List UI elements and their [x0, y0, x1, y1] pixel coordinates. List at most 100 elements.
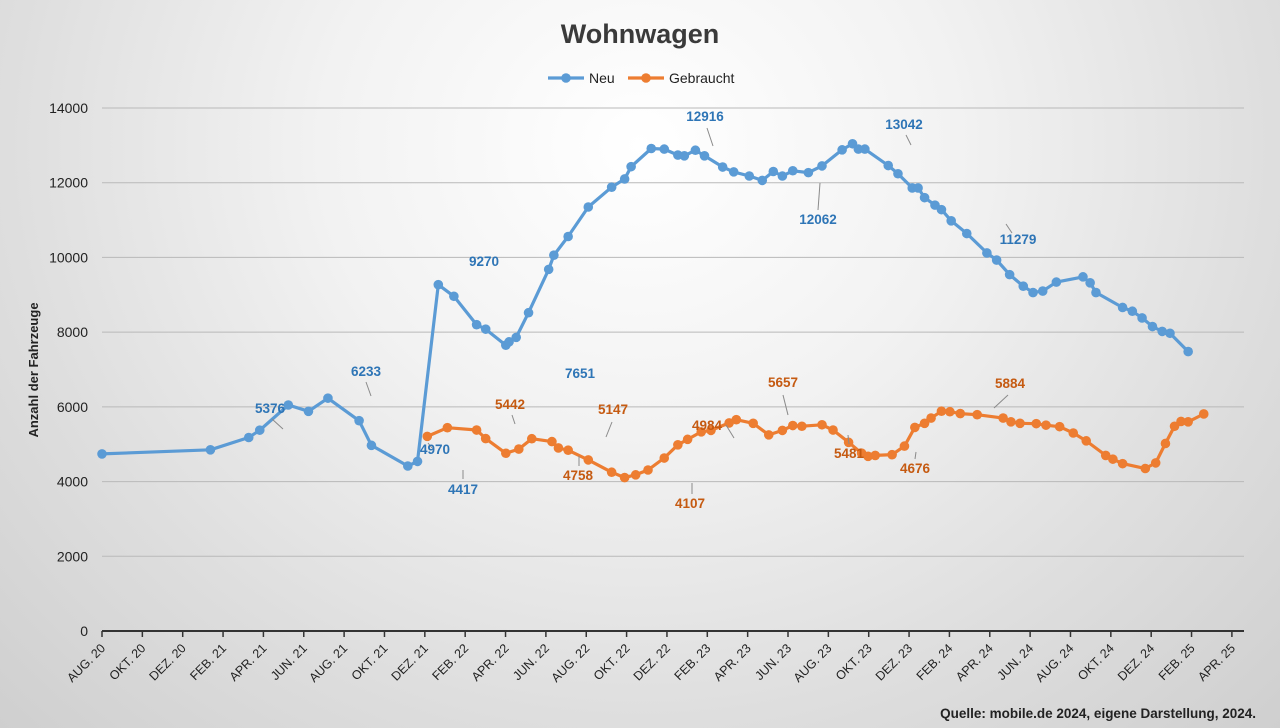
source-note: Quelle: mobile.de 2024, eigene Darstellu…	[940, 706, 1256, 721]
y-tick-label: 14000	[49, 100, 88, 116]
data-point	[696, 427, 707, 437]
data-point	[543, 264, 554, 275]
data-label-text: 13042	[885, 117, 923, 132]
data-label: 7651	[565, 366, 596, 381]
series-lines	[97, 138, 1209, 483]
data-point	[731, 414, 742, 425]
data-point	[961, 228, 972, 239]
data-label: 4758	[563, 456, 594, 483]
x-tick-label: AUG. 23	[791, 641, 835, 685]
data-point	[549, 250, 559, 260]
data-point	[1078, 272, 1088, 282]
data-point	[699, 151, 710, 161]
x-tick-label: JUN. 23	[752, 641, 794, 683]
data-label: 4984	[692, 418, 735, 439]
data-point	[991, 255, 1002, 265]
y-tick-label: 10000	[49, 249, 88, 265]
data-label-text: 12062	[799, 212, 837, 227]
x-tick-label: DEZ. 21	[389, 641, 431, 683]
x-tick-label: FEB. 23	[672, 641, 714, 683]
data-label: 12062	[799, 182, 837, 227]
leader-line	[914, 451, 917, 460]
data-point	[433, 279, 444, 290]
data-point	[1085, 278, 1095, 288]
x-tick-label: FEB. 25	[1156, 641, 1198, 683]
data-point	[1183, 417, 1193, 427]
data-point	[254, 425, 265, 435]
data-label-text: 5442	[495, 397, 525, 412]
data-point	[1037, 286, 1048, 296]
data-point	[1081, 436, 1092, 446]
data-point	[630, 470, 641, 480]
leader-line	[706, 127, 714, 147]
leader-line	[905, 134, 912, 146]
data-point	[936, 204, 947, 215]
data-point	[899, 441, 910, 451]
data-point	[501, 448, 511, 459]
data-label: 4676	[900, 451, 931, 476]
data-point	[728, 167, 739, 177]
legend-entry-neu: Neu	[548, 70, 615, 86]
legend-marker	[561, 73, 571, 83]
data-point	[563, 231, 573, 242]
data-point	[1015, 418, 1025, 429]
data-point	[1183, 346, 1193, 357]
leader-line	[847, 434, 850, 445]
data-point	[1160, 438, 1171, 449]
x-tick-label: AUG. 21	[306, 641, 350, 685]
data-point	[606, 467, 617, 478]
data-point	[283, 400, 294, 410]
data-label-text: 4970	[420, 442, 450, 457]
y-axis-label: Anzahl der Fahrzeuge	[26, 302, 41, 437]
data-point	[619, 472, 630, 483]
data-point	[860, 144, 870, 154]
data-point	[480, 324, 491, 334]
data-point	[1108, 454, 1118, 464]
data-point	[619, 174, 630, 184]
data-point	[787, 420, 798, 431]
data-point	[553, 443, 564, 453]
data-point	[563, 445, 573, 455]
x-tick-label: APR. 24	[953, 641, 996, 684]
data-point	[887, 449, 897, 460]
x-tick-label: JUN. 24	[994, 641, 1036, 683]
data-point	[480, 433, 491, 444]
leader-line	[782, 394, 789, 416]
data-point	[972, 409, 982, 420]
legend: Neu Gebraucht	[548, 70, 734, 86]
data-point	[706, 425, 716, 436]
data-point	[1100, 450, 1111, 461]
legend-label: Neu	[589, 70, 615, 86]
x-tick-label: APR. 23	[711, 641, 754, 684]
data-point	[402, 461, 413, 471]
leader-line	[511, 414, 516, 425]
data-point	[817, 419, 827, 430]
data-point	[690, 145, 701, 156]
data-point	[837, 145, 847, 155]
data-point	[606, 182, 617, 192]
data-point	[323, 393, 333, 403]
x-tick-label: FEB. 21	[187, 641, 229, 683]
data-point	[1054, 421, 1065, 432]
y-axis-ticks: 0 2000 4000 6000 8000 10000 12000 14000	[49, 100, 88, 639]
data-point	[303, 406, 314, 417]
leader-line	[365, 381, 372, 397]
data-label-text: 5376	[255, 401, 286, 416]
y-tick-label: 8000	[57, 324, 88, 340]
data-label: 5147	[598, 402, 628, 438]
x-tick-label: OKT. 21	[349, 641, 391, 683]
data-point	[998, 413, 1008, 423]
data-label: 5657	[768, 375, 798, 416]
y-tick-label: 2000	[57, 548, 88, 564]
data-label: 13042	[885, 117, 923, 146]
data-point	[97, 449, 107, 459]
data-point	[626, 161, 636, 172]
x-tick-label: DEZ. 20	[147, 641, 189, 683]
data-point	[982, 248, 992, 258]
data-point	[1117, 458, 1128, 469]
y-tick-label: 6000	[57, 399, 88, 415]
data-point	[471, 425, 482, 435]
data-label: 6233	[351, 364, 382, 397]
leader-line	[725, 424, 735, 439]
data-label: 5442	[495, 397, 525, 425]
